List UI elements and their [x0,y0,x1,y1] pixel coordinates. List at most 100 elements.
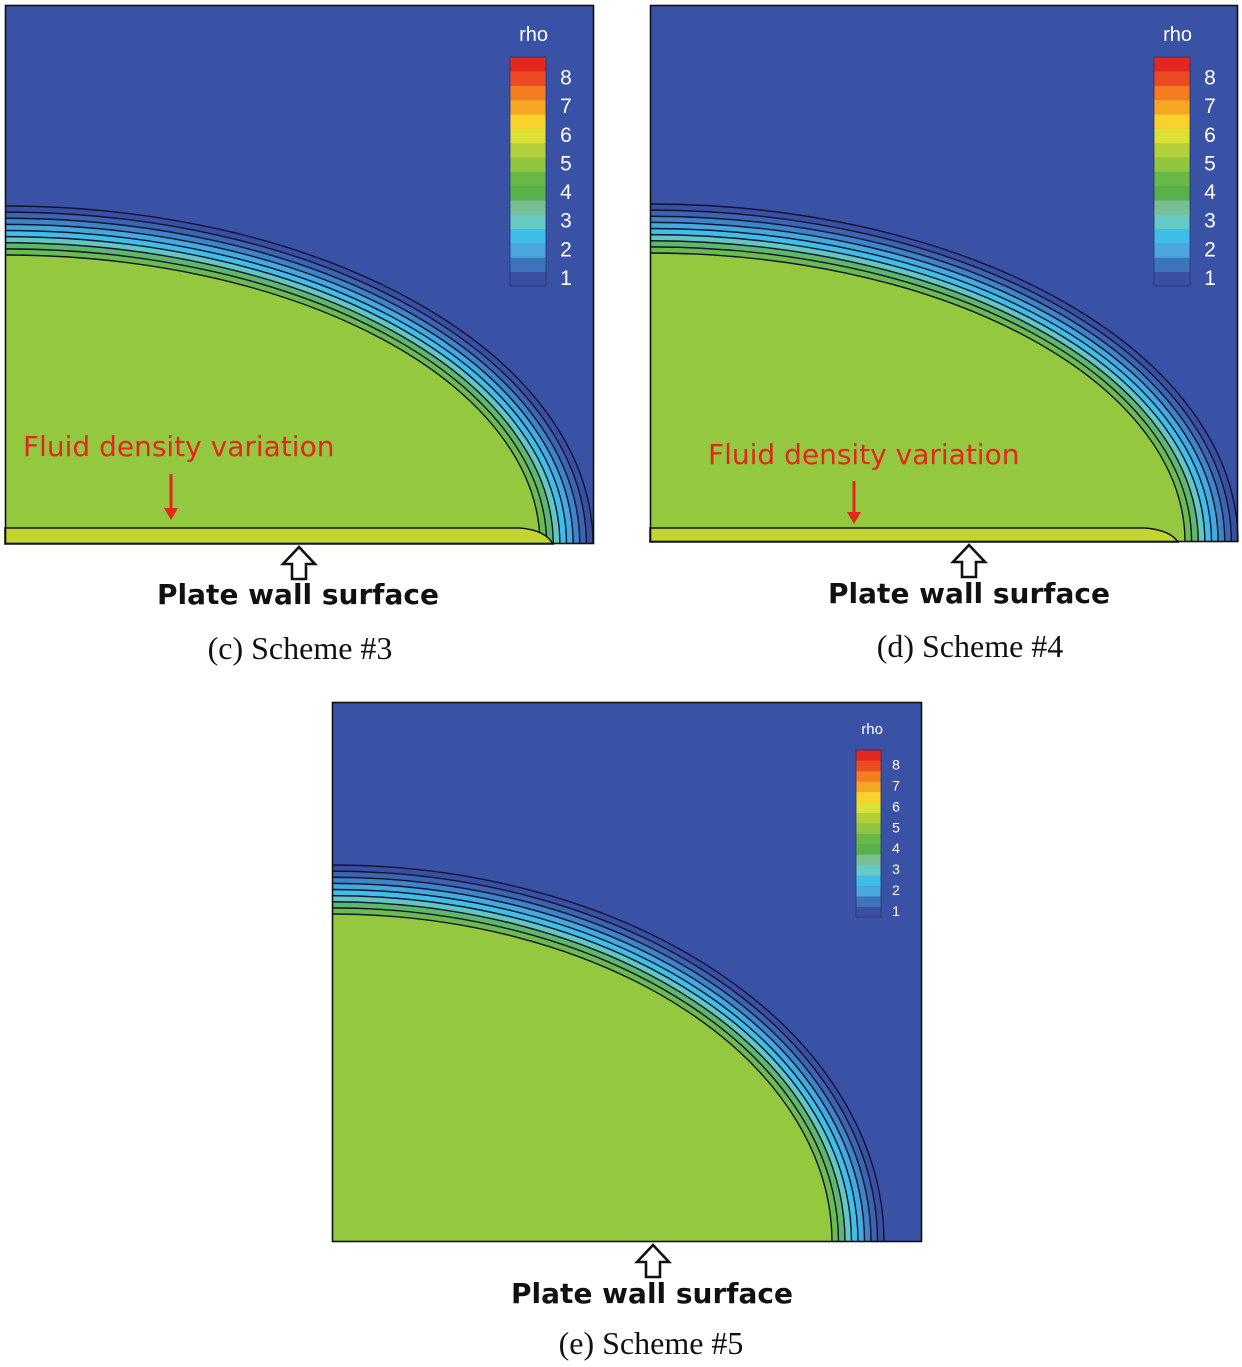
legend-tick-label: 6 [560,124,572,147]
legend-swatch [1154,142,1190,158]
contour-line [331,913,833,1243]
legend-tick-label: 4 [892,840,900,856]
panel-e: rho 1 2 3 4 5 6 7 8 [331,701,923,1279]
contour-line [649,227,1213,543]
annotation-arrow-head [847,512,861,524]
legend-tick-label: 8 [560,67,572,90]
legend-border [1153,56,1191,287]
legend-swatch [510,200,546,215]
legend-swatch [510,57,546,72]
contour-line [4,223,574,545]
contour-line [331,888,859,1243]
legend-swatch [510,243,546,258]
contour-line [4,248,548,545]
legend-title: rho [861,721,883,738]
contour-line [331,907,840,1243]
contour-plot-e: rho 1 2 3 4 5 6 7 8 [331,701,923,1279]
wall-arrow-icon [279,545,319,581]
plot-frame [331,701,923,1243]
legend-swatch [1154,257,1190,272]
legend-swatch [1154,157,1190,172]
legend-tick-label: 5 [560,152,572,175]
contour-line [649,252,1186,543]
legend-swatch [1154,114,1190,129]
legend-swatch [856,885,881,897]
legend-tick-label: 4 [1204,181,1216,204]
legend-tick-label: 8 [892,757,900,773]
legend-tick-label: 5 [892,819,900,835]
legend-swatch [856,896,881,907]
color-legend: rho 1 2 3 4 5 6 7 8 [855,721,900,919]
legend-swatch [510,171,546,187]
legend-swatch [1154,271,1190,287]
legend-swatch [856,750,881,761]
legend-swatch [856,875,881,886]
legend-swatch [856,906,881,918]
contour-line [331,901,846,1243]
core-region [5,255,540,544]
legend-tick-label: 2 [560,238,572,261]
contour-line [4,242,554,545]
caption-d: (d) Scheme #4 [876,628,1064,664]
caption-c: (c) Scheme #3 [207,630,393,666]
legend-swatch [510,271,546,287]
legend-swatch [1154,200,1190,215]
contour-line [331,870,879,1243]
legend-tick-label: 6 [1204,124,1216,147]
legend-tick-label: 8 [1204,67,1216,90]
contour-line [4,217,581,545]
legend-tick-label: 5 [1204,152,1216,175]
annotation-text: Fluid density variation [23,430,334,463]
contour-line [331,876,872,1243]
legend-swatch [856,781,881,793]
contour-plot-c: rho 1 2 3 4 5 6 7 8 Fluid density variation [4,4,595,581]
legend-swatch [856,770,881,782]
contour-line [4,229,568,545]
legend-swatch [510,114,546,129]
legend-border [855,749,882,918]
legend-swatch [856,802,881,813]
legend-tick-label: 1 [560,267,572,290]
legend-tick-label: 3 [1204,210,1216,233]
wall-label-d: Plate wall surface [828,577,1110,610]
legend-title: rho [1163,24,1192,46]
legend-tick-label: 1 [892,903,900,919]
color-legend: rho 1 2 3 4 5 6 7 8 [509,24,572,290]
contour-line [331,882,866,1243]
legend-swatch [1154,185,1190,201]
contour-line [649,233,1206,543]
caption-e: (e) Scheme #5 [558,1325,744,1361]
contour-line [331,864,885,1243]
legend-swatch [510,128,546,144]
core-region [650,253,1185,542]
legend-swatch [1154,171,1190,187]
legend-swatch [1154,228,1190,244]
legend-swatch [510,142,546,158]
legend-swatch [510,257,546,272]
legend-swatch [856,760,881,772]
legend-swatch [510,185,546,201]
wall-label-e: Plate wall surface [511,1277,793,1310]
legend-swatch [856,812,881,824]
annotation-arrow-head [164,508,178,520]
wall-label-c: Plate wall surface [157,578,439,611]
legend-tick-label: 3 [560,210,572,233]
panel-d: rho 1 2 3 4 5 6 7 8 Fluid density variation [649,4,1239,579]
legend-swatch [1154,57,1190,72]
legend-tick-label: 2 [892,882,900,898]
plot-frame [649,4,1239,543]
wall-density-layer [649,527,1180,543]
contour-line [4,235,561,545]
legend-swatch [510,71,546,86]
legend-swatch [510,85,546,101]
legend-swatch [856,791,881,803]
contour-line [649,203,1239,543]
legend-border [509,56,547,287]
legend-swatch [856,854,881,866]
legend-swatch [1154,71,1190,86]
legend-tick-label: 1 [1204,267,1216,290]
contour-plot-d: rho 1 2 3 4 5 6 7 8 Fluid density variation [649,4,1239,579]
contour-line [331,894,853,1243]
legend-tick-label: 6 [892,798,900,814]
legend-swatch [510,99,546,115]
